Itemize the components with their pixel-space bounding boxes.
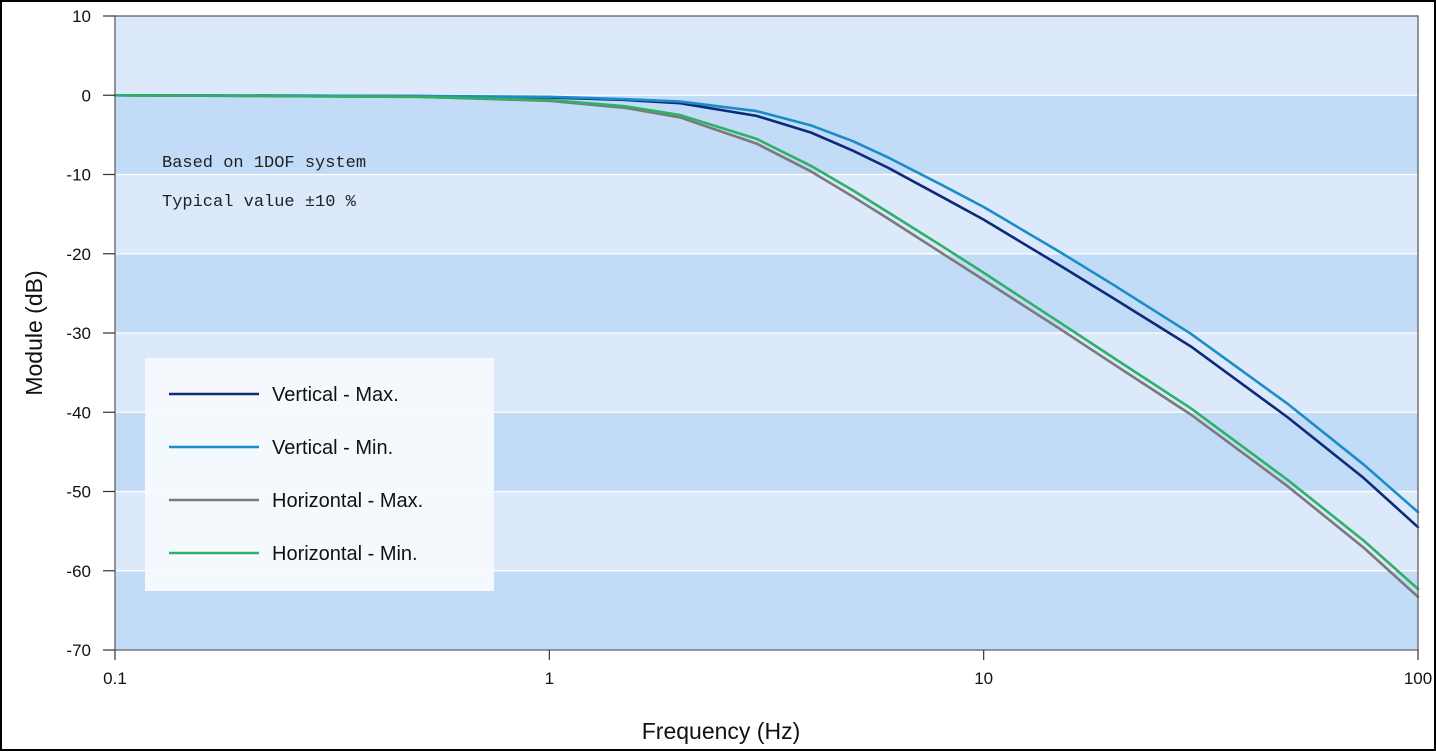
y-axis-label: Module (dB) (21, 270, 47, 395)
background-band (115, 95, 1418, 175)
x-tick-label: 10 (974, 669, 993, 688)
background-band (115, 174, 1418, 254)
y-tick-labels: 10 0 -10 -20 -30 -40 -50 -60 -70 (66, 7, 115, 660)
y-tick-label: -50 (66, 483, 91, 502)
y-tick-label: 0 (82, 86, 91, 105)
series-line-3 (113, 93, 1420, 599)
legend-label-4: Horizontal - Min. (272, 543, 418, 565)
x-tick-label: 100 (1404, 669, 1432, 688)
x-tick-label: 1 (545, 669, 554, 688)
x-tick-labels: 0.1 1 10 100 (103, 650, 1432, 688)
annotation-line-1: Based on 1DOF system (162, 154, 366, 173)
x-axis-label: Frequency (Hz) (642, 718, 800, 744)
legend: Vertical - Max. Vertical - Min. Horizontal… (145, 358, 494, 591)
series-line-2 (113, 93, 1420, 514)
y-tick-label: -60 (66, 562, 91, 581)
y-tick-label: -30 (66, 324, 91, 343)
y-tick-label: 10 (72, 7, 91, 26)
y-tick-label: -40 (66, 403, 91, 422)
legend-label-3: Horizontal - Max. (272, 490, 423, 512)
legend-label-2: Vertical - Min. (272, 437, 393, 459)
background-band (115, 253, 1418, 333)
background-band (115, 16, 1418, 96)
annotation-line-2: Typical value ±10 % (162, 193, 357, 212)
x-tick-label: 0.1 (103, 669, 127, 688)
legend-label-1: Vertical - Max. (272, 384, 399, 406)
y-tick-label: -20 (66, 245, 91, 264)
series-line-4 (113, 93, 1420, 591)
y-tick-label: -10 (66, 166, 91, 185)
y-tick-label: -70 (66, 641, 91, 660)
series-curves (113, 93, 1420, 599)
